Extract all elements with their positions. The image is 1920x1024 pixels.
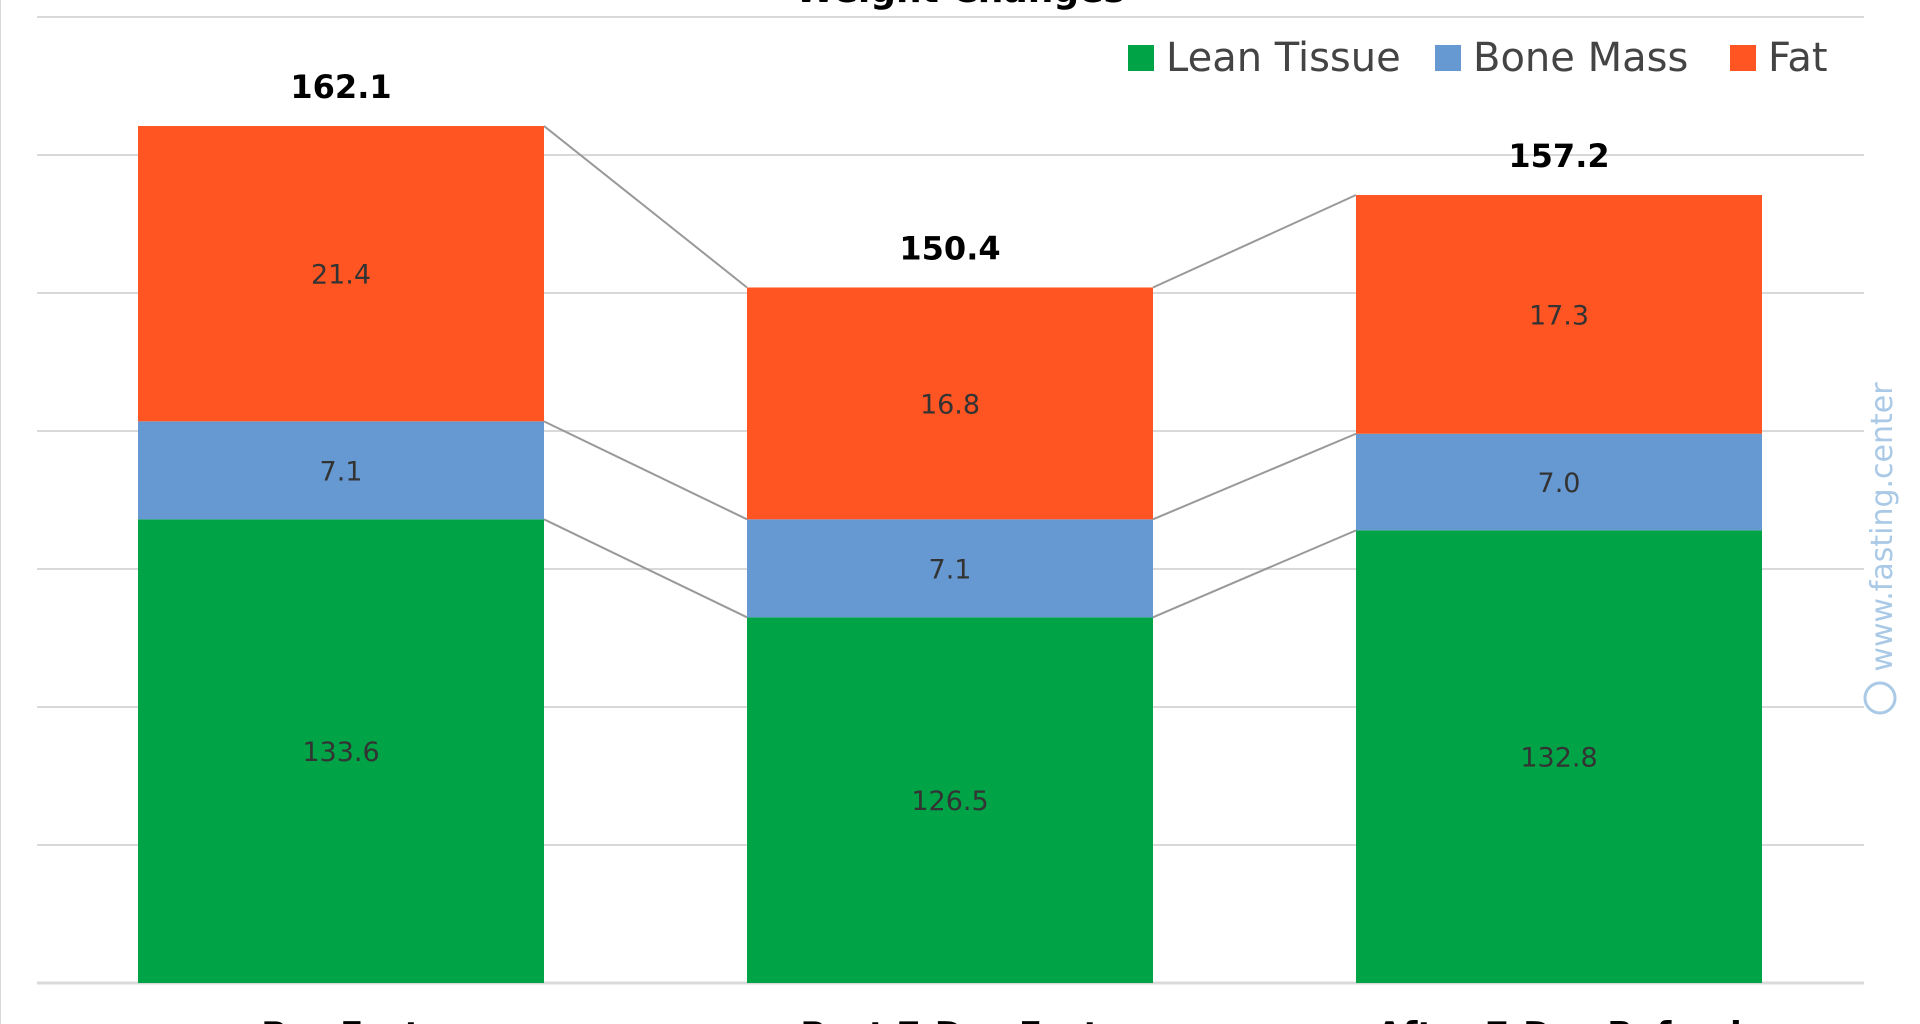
series-line	[1152, 529, 1357, 619]
legend-swatch	[1435, 45, 1461, 71]
left-border	[0, 0, 1, 1024]
series-line	[1152, 194, 1357, 289]
bar-segment-lean-tissue	[138, 519, 544, 983]
data-label: 132.8	[1520, 743, 1597, 774]
data-label: 133.6	[302, 737, 379, 768]
legend-label: Bone Mass	[1473, 35, 1688, 81]
data-label: 7.0	[1538, 468, 1581, 499]
category-label: Post 7-Day Fast	[800, 1015, 1099, 1024]
legend: Lean Tissue Bone Mass Fat	[1128, 35, 1828, 81]
data-label: 7.1	[320, 456, 363, 487]
total-label: 150.4	[899, 229, 1000, 267]
data-label: 7.1	[929, 554, 972, 585]
data-label: 126.5	[911, 786, 988, 817]
watermark: www.fasting.center	[1863, 382, 1900, 715]
legend-swatch	[1730, 45, 1756, 71]
data-label: 17.3	[1529, 300, 1589, 331]
category-label: Pre-Fast	[261, 1015, 421, 1024]
bar-segment-lean-tissue	[747, 617, 1153, 983]
total-label: 162.1	[290, 68, 391, 106]
bar-segment-bone-mass	[1356, 433, 1762, 531]
series-lines	[543, 125, 1357, 619]
total-label: 157.2	[1508, 137, 1609, 175]
series-line	[1152, 432, 1357, 521]
series-line	[543, 420, 748, 521]
data-label: 21.4	[311, 260, 371, 291]
bar-segment-fat	[1356, 195, 1762, 434]
bar-segment-lean-tissue	[1356, 530, 1762, 983]
bar-segment-fat	[138, 126, 544, 422]
bars	[138, 126, 1762, 983]
legend-label: Lean Tissue	[1166, 35, 1401, 81]
watermark-logo-icon	[1863, 681, 1897, 715]
watermark-text: www.fasting.center	[1865, 382, 1900, 672]
series-line	[543, 518, 748, 619]
category-label: After 7-Day Refeed	[1376, 1015, 1741, 1024]
legend-label: Fat	[1768, 35, 1828, 81]
bar-segment-bone-mass	[747, 519, 1153, 618]
chart-title: Weight Changes	[795, 0, 1125, 11]
category-labels: Pre-Fast Post 7-Day Fast After 7-Day Refee…	[261, 1015, 1741, 1024]
series-line	[543, 125, 748, 289]
data-label: 16.8	[920, 389, 980, 420]
legend-swatch	[1128, 45, 1154, 71]
bar-segment-fat	[747, 287, 1153, 520]
bar-segment-bone-mass	[138, 421, 544, 520]
data-labels: 133.6 7.1 21.4 162.1 126.5 7.1 16.8 150.4 132.8 7…	[290, 68, 1609, 817]
